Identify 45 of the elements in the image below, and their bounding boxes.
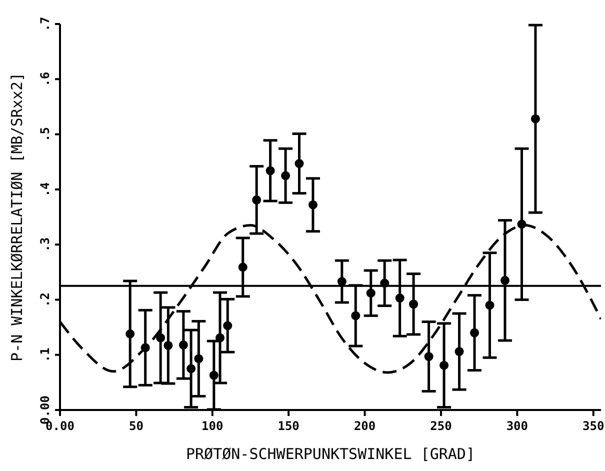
point	[440, 360, 449, 370]
point	[194, 354, 204, 364]
point	[485, 300, 494, 310]
y-tick-label: .2	[38, 292, 52, 307]
point	[223, 321, 232, 330]
point	[380, 278, 390, 288]
point	[366, 288, 376, 298]
x-tick-label: 350	[582, 419, 604, 433]
point	[409, 300, 418, 309]
point	[252, 195, 262, 204]
point	[454, 347, 464, 356]
x-tick-label: 100	[202, 419, 224, 433]
point	[266, 166, 275, 176]
point	[140, 343, 150, 352]
point	[156, 333, 166, 342]
y-tick-label: .5	[38, 127, 52, 142]
x-tick-label: 150	[278, 419, 300, 433]
point	[238, 262, 248, 272]
point	[470, 328, 480, 338]
point	[530, 114, 540, 124]
y-tick-label: .4	[38, 182, 52, 197]
y-axis-title: P-N WINKELKØRRELATIØN [MB/SRxx2]	[8, 72, 26, 362]
point	[209, 370, 218, 380]
x-tick-label: 200	[354, 419, 376, 433]
point	[216, 333, 225, 342]
x-tick-label: 50	[128, 419, 144, 433]
point	[126, 329, 135, 338]
point	[424, 352, 434, 362]
y-tick-label: .6	[38, 72, 52, 86]
point	[186, 364, 196, 374]
point	[294, 159, 304, 168]
point	[178, 340, 188, 350]
point	[281, 171, 290, 180]
point	[164, 340, 173, 350]
x-axis-title: PRØTØN-SCHWERPUNKTSWINKEL [GRAD]	[186, 445, 475, 463]
y-tick-label: .7	[38, 16, 52, 32]
point	[308, 200, 318, 210]
y-tick-label: .1	[38, 348, 52, 362]
point	[517, 220, 526, 229]
point	[351, 311, 360, 320]
y-tick-label: .3	[38, 237, 52, 252]
point	[500, 276, 510, 285]
x-tick-label: 250	[430, 419, 452, 433]
x-tick-label: 300	[506, 419, 528, 433]
point	[395, 294, 404, 303]
